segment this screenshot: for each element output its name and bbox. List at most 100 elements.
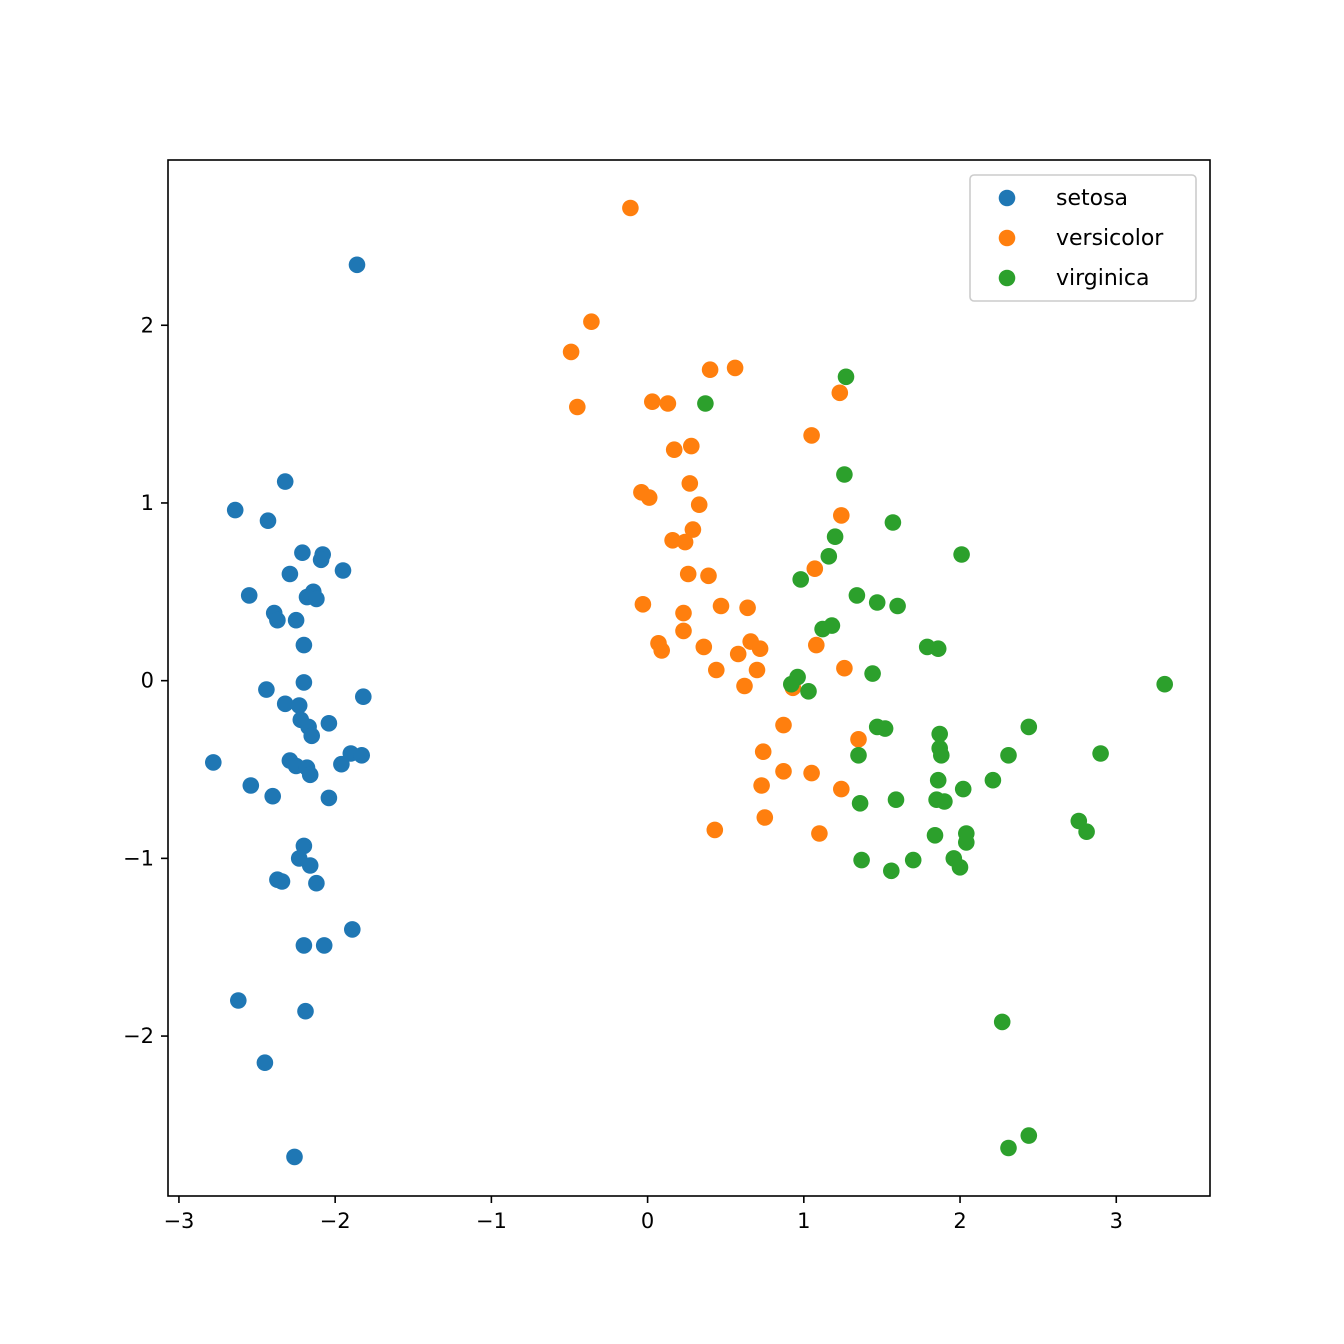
data-point — [695, 638, 713, 656]
data-point — [814, 620, 831, 638]
data-point — [820, 548, 838, 565]
data-point — [258, 681, 275, 698]
y-tick-label: 1 — [141, 491, 154, 515]
x-tick-label: 1 — [797, 1209, 810, 1233]
data-point — [984, 771, 1002, 789]
data-point — [889, 597, 906, 615]
data-point — [659, 395, 677, 412]
data-point — [851, 795, 869, 812]
x-tick-label: −3 — [163, 1209, 194, 1233]
data-point — [683, 437, 700, 455]
data-point — [344, 921, 361, 938]
data-point — [569, 398, 586, 416]
legend-box — [969, 174, 1197, 302]
data-point — [334, 562, 352, 579]
data-point — [826, 528, 844, 545]
x-tick-label: −1 — [476, 1209, 507, 1233]
data-point — [751, 640, 769, 657]
legend-marker-virginica — [998, 269, 1016, 287]
series-versicolor — [562, 199, 867, 842]
data-point — [701, 361, 719, 379]
data-point — [276, 473, 294, 490]
data-point — [953, 546, 970, 563]
data-point — [308, 874, 325, 892]
data-point — [205, 754, 222, 771]
data-point — [836, 659, 853, 677]
data-point — [675, 604, 692, 622]
data-point — [904, 851, 922, 869]
data-point — [320, 789, 338, 807]
data-point — [1078, 823, 1095, 840]
plot-area — [205, 199, 1173, 1166]
data-point — [301, 766, 319, 784]
data-point — [993, 1013, 1011, 1031]
data-point — [1020, 1127, 1038, 1144]
data-point — [958, 834, 975, 851]
x-tick-label: 0 — [641, 1209, 654, 1233]
data-point — [951, 859, 969, 876]
data-point — [931, 725, 948, 743]
data-point — [739, 599, 756, 617]
x-axis: −3 −2 −1 0 1 2 3 — [163, 1196, 1123, 1233]
data-point — [929, 771, 947, 789]
data-point — [256, 1054, 274, 1071]
data-point — [333, 755, 350, 773]
data-point — [622, 199, 639, 217]
data-point — [837, 368, 855, 386]
data-point — [753, 777, 770, 794]
data-point — [726, 359, 744, 377]
data-point — [297, 1002, 314, 1020]
data-point — [808, 636, 825, 654]
data-point — [675, 622, 692, 640]
data-point — [868, 594, 886, 611]
data-point — [831, 384, 849, 402]
data-point — [811, 825, 828, 842]
data-point — [312, 551, 330, 569]
data-point — [1020, 718, 1038, 736]
x-tick-label: 3 — [1110, 1209, 1123, 1233]
data-point — [242, 777, 260, 794]
data-point — [1000, 1139, 1017, 1157]
y-tick-label: −2 — [123, 1024, 154, 1048]
legend-label-setosa: setosa — [1056, 186, 1128, 211]
data-point — [736, 677, 753, 695]
data-point — [294, 544, 311, 561]
data-point — [756, 809, 774, 826]
data-point — [775, 763, 792, 780]
data-point — [729, 645, 747, 663]
legend-label-versicolor: versicolor — [1056, 226, 1164, 251]
data-point — [836, 466, 853, 483]
data-point — [700, 567, 717, 585]
data-point — [286, 1148, 303, 1166]
data-point — [303, 727, 321, 745]
data-point — [226, 501, 244, 519]
data-point — [684, 521, 702, 538]
data-point — [644, 393, 661, 411]
data-point — [706, 821, 724, 839]
data-point — [708, 661, 725, 679]
y-tick-label: 0 — [141, 669, 154, 693]
data-point — [690, 496, 708, 513]
data-point — [315, 937, 333, 954]
legend-marker-setosa — [998, 189, 1016, 207]
data-point — [833, 507, 850, 524]
data-point — [230, 992, 247, 1009]
data-point — [884, 514, 902, 531]
x-tick-label: −2 — [320, 1209, 351, 1233]
data-point — [295, 937, 313, 954]
data-point — [348, 256, 366, 274]
data-point — [887, 791, 905, 808]
y-tick-label: 2 — [141, 313, 154, 337]
data-point — [264, 787, 282, 805]
data-point — [287, 611, 305, 629]
data-point — [269, 611, 286, 629]
data-point — [783, 675, 800, 693]
data-point — [864, 665, 881, 682]
data-point — [676, 533, 694, 551]
legend-label-virginica: virginica — [1056, 266, 1150, 291]
y-tick-label: −1 — [123, 846, 154, 870]
data-point — [833, 780, 850, 798]
series-setosa — [205, 256, 372, 1166]
data-point — [850, 731, 867, 748]
